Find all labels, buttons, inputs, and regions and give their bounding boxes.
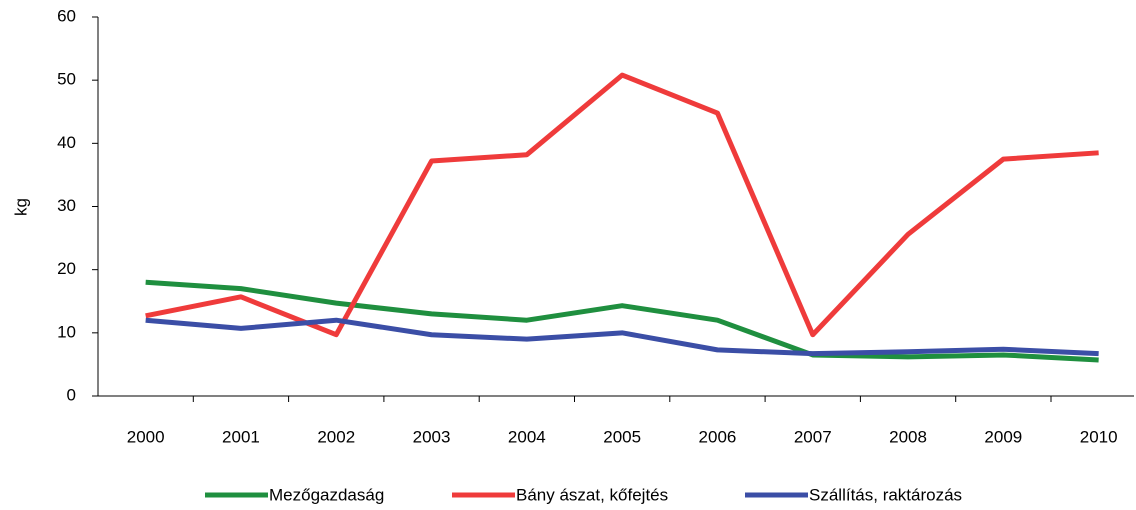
x-tick-label: 2010 — [1080, 427, 1118, 446]
legend-label: Mezőgazdaság — [269, 485, 384, 504]
y-tick-label: 60 — [57, 6, 76, 25]
x-tick-label: 2002 — [317, 427, 355, 446]
legend-label: Szállítás, raktározás — [809, 485, 962, 504]
x-tick-label: 2001 — [222, 427, 260, 446]
legend-label: Bány ászat, kőfejtés — [516, 485, 668, 504]
y-tick-label: 10 — [57, 322, 76, 341]
x-tick-label: 2005 — [603, 427, 641, 446]
x-tick-label: 2009 — [984, 427, 1022, 446]
y-tick-label: 20 — [57, 259, 76, 278]
y-tick-label: 50 — [57, 70, 76, 89]
y-axis-label: kg — [11, 198, 30, 216]
series-line — [145, 317, 1099, 357]
x-tick-label: 2004 — [508, 427, 546, 446]
x-tick-label: 2008 — [889, 427, 927, 446]
series-line — [145, 279, 1099, 363]
x-tick-label: 2003 — [413, 427, 451, 446]
y-tick-label: 0 — [67, 385, 76, 404]
x-tick-label: 2000 — [127, 427, 165, 446]
x-tick-label: 2007 — [794, 427, 832, 446]
x-tick-label: 2006 — [699, 427, 737, 446]
y-tick-label: 30 — [57, 196, 76, 215]
y-tick-label: 40 — [57, 133, 76, 152]
